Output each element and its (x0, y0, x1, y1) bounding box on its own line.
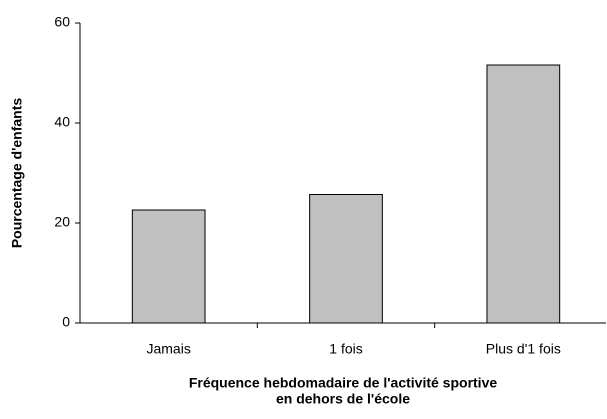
x-axis-label: Fréquence hebdomadaire de l'activité spo… (189, 375, 498, 391)
y-axis-label: Pourcentage d'enfants (9, 98, 25, 249)
y-tick-label: 0 (62, 314, 70, 330)
bar (486, 64, 561, 324)
bar (309, 194, 383, 324)
y-tick-label: 60 (54, 14, 70, 30)
x-axis-label: en dehors de l'école (276, 391, 410, 407)
x-tick-label: Plus d'1 fois (486, 341, 561, 357)
bar (131, 209, 206, 324)
y-tick-label: 40 (54, 114, 70, 130)
y-tick-label: 20 (54, 214, 70, 230)
x-tick-label: Jamais (146, 341, 190, 357)
x-tick-label: 1 fois (329, 341, 362, 357)
